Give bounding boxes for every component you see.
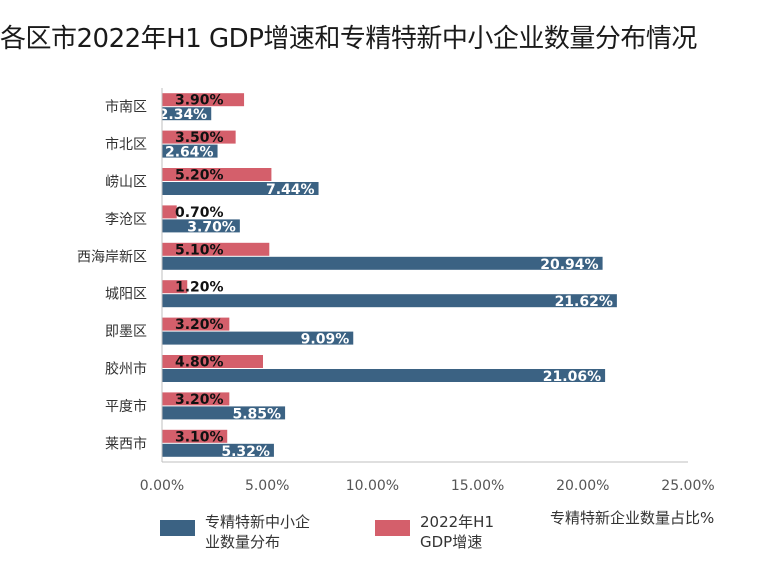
bar-enterprise-5 bbox=[162, 294, 617, 308]
bar-enterprise-9 bbox=[162, 443, 274, 457]
bar-gdp-5 bbox=[162, 280, 188, 294]
legend-swatch-gdp bbox=[375, 520, 410, 536]
category-label-0: 市南区 bbox=[105, 99, 147, 116]
data-label-gdp-7: 4.80% bbox=[175, 355, 224, 371]
data-label-enterprise-1: 2.64% bbox=[165, 145, 214, 161]
data-label-gdp-9: 3.10% bbox=[175, 429, 224, 445]
x-tick-label-4: 20.00% bbox=[556, 478, 609, 494]
category-label-5: 城阳区 bbox=[105, 287, 147, 303]
category-label-3: 李沧区 bbox=[105, 211, 147, 228]
data-label-gdp-6: 3.20% bbox=[175, 317, 224, 333]
data-label-enterprise-3: 3.70% bbox=[187, 219, 236, 235]
category-label-8: 平度市 bbox=[105, 398, 147, 415]
x-tick-label-3: 15.00% bbox=[451, 478, 504, 494]
category-label-6: 即墨区 bbox=[105, 324, 147, 340]
data-label-gdp-5: 1.20% bbox=[175, 280, 224, 296]
data-label-gdp-3: 0.70% bbox=[175, 205, 224, 221]
data-label-enterprise-0: 2.34% bbox=[159, 107, 208, 123]
data-label-enterprise-7: 21.06% bbox=[543, 369, 601, 385]
legend-label-enterprise: 专精特新中小企 业数量分布 bbox=[205, 513, 311, 551]
legend-item-enterprise: 专精特新中小企 业数量分布 bbox=[160, 512, 360, 556]
data-label-gdp-8: 3.20% bbox=[175, 392, 224, 408]
bar-gdp-4 bbox=[162, 242, 270, 256]
data-label-enterprise-4: 20.94% bbox=[540, 257, 598, 273]
chart-title: 各区市2022年H1 GDP增速和专精特新中小企业数量分布情况 bbox=[0, 24, 697, 54]
bar-enterprise-1 bbox=[162, 144, 218, 158]
data-label-gdp-2: 5.20% bbox=[175, 168, 224, 184]
x-axis-title: 专精特新企业数量占比% bbox=[550, 509, 715, 527]
bar-gdp-8 bbox=[162, 392, 230, 406]
data-label-gdp-4: 5.10% bbox=[175, 242, 224, 258]
data-label-enterprise-8: 5.85% bbox=[233, 406, 282, 422]
bar-gdp-0 bbox=[162, 93, 245, 107]
bar-gdp-1 bbox=[162, 130, 236, 144]
x-tick-label-2: 10.00% bbox=[346, 478, 399, 494]
bar-enterprise-4 bbox=[162, 256, 603, 270]
category-label-1: 市北区 bbox=[105, 136, 147, 153]
bar-gdp-3 bbox=[162, 205, 177, 219]
category-label-2: 崂山区 bbox=[105, 175, 147, 191]
data-label-enterprise-5: 21.62% bbox=[555, 294, 613, 310]
bar-gdp-2 bbox=[162, 168, 272, 181]
bar-gdp-9 bbox=[162, 429, 228, 443]
data-label-gdp-0: 3.90% bbox=[175, 93, 224, 109]
gdp-bars: 3.90% 3.50% 5.20% 0.70% 5.10% 1.20% 3.20% 4.80%… bbox=[162, 93, 272, 445]
bar-gdp-7 bbox=[162, 355, 263, 368]
bar-enterprise-6 bbox=[162, 331, 354, 345]
bar-enterprise-0 bbox=[162, 107, 212, 121]
x-tick-label-5: 25.00% bbox=[661, 478, 714, 494]
legend-swatch-enterprise bbox=[160, 520, 195, 536]
x-tick-labels: 0.00% 5.00% 10.00% 15.00% 20.00% 25.00% bbox=[140, 478, 715, 494]
enterprise-bars: 2.34% 2.64% 7.44% 3.70% 20.94% 21.62% 9.09% 21.… bbox=[159, 107, 617, 460]
data-label-enterprise-9: 5.32% bbox=[221, 444, 270, 460]
bar-enterprise-3 bbox=[162, 219, 240, 233]
data-label-enterprise-6: 9.09% bbox=[301, 332, 350, 348]
bar-enterprise-8 bbox=[162, 406, 286, 420]
bar-enterprise-2 bbox=[162, 182, 319, 195]
bar-gdp-6 bbox=[162, 317, 230, 331]
x-tick-label-1: 5.00% bbox=[245, 478, 289, 494]
data-label-enterprise-2: 7.44% bbox=[266, 182, 315, 198]
bar-enterprise-7 bbox=[162, 369, 606, 382]
legend-item-gdp: 2022年H1 GDP增速 bbox=[375, 512, 545, 556]
x-tick-label-0: 0.00% bbox=[140, 478, 184, 494]
data-label-gdp-1: 3.50% bbox=[175, 130, 224, 146]
legend-label-gdp: 2022年H1 GDP增速 bbox=[420, 513, 494, 551]
category-label-7: 胶州市 bbox=[105, 361, 147, 378]
category-label-4: 西海岸新区 bbox=[77, 249, 147, 265]
category-label-9: 莱西市 bbox=[105, 435, 147, 452]
